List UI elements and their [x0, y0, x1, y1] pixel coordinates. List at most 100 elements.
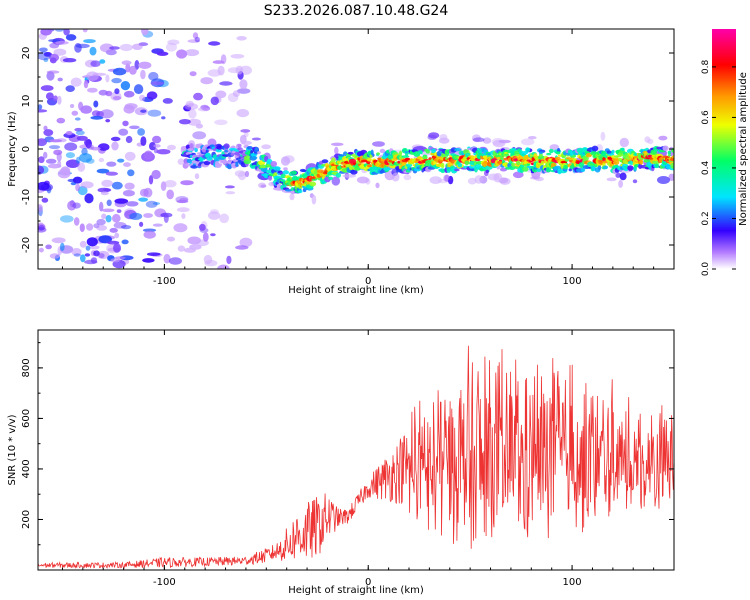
spectrogram-noise-blob — [85, 245, 91, 251]
spectrogram-noise-blob — [214, 119, 228, 126]
spectrogram-noise-blob — [47, 163, 62, 169]
spectrogram-ridge-cell — [639, 159, 644, 165]
spectrogram-noise-blob — [38, 104, 43, 110]
spectrogram-noise-blob — [227, 67, 241, 74]
spectrogram-ridge-cell — [273, 172, 278, 177]
spectrogram-ridge-cell — [243, 155, 252, 161]
colorbar-tick-label: 0.2 — [701, 211, 711, 225]
spectrogram-noise-blob — [110, 136, 121, 142]
spectrogram-ridge-cell — [606, 150, 612, 154]
spectrogram-noise-blob — [57, 168, 71, 179]
spectrogram-noise-blob — [176, 49, 188, 59]
spectrogram-ridge-cell — [563, 165, 569, 170]
spectrogram-noise-blob — [105, 119, 111, 123]
spectrogram-noise-blob — [97, 143, 110, 151]
spectrogram-noise-blob — [194, 36, 200, 43]
spectrogram-noise-blob — [217, 65, 225, 76]
spectrogram-ridge-cell — [221, 160, 229, 164]
spectrogram-noise-blob — [117, 158, 125, 163]
spectrogram-noise-blob — [86, 237, 98, 247]
spectrogram-noise-blob — [219, 81, 233, 86]
spectrogram-noise-blob — [498, 139, 511, 144]
spectrogram-ridge-cell — [350, 169, 358, 175]
spectrogram-ridge-cell — [297, 189, 303, 194]
spectrogram-noise-blob — [114, 198, 129, 204]
spectrogram-ridge-cell — [454, 168, 460, 172]
spectrogram-ridge-cell — [588, 163, 595, 166]
spectrogram-y-tick-label: 20 — [21, 47, 32, 60]
spectrogram-noise-blob — [210, 209, 219, 215]
spectrogram-noise-blob — [534, 176, 544, 182]
spectrogram-noise-blob — [197, 107, 210, 112]
spectrogram-noise-blob — [132, 43, 143, 50]
spectrogram-noise-blob — [89, 245, 100, 250]
spectrogram-ridge-cell — [254, 146, 259, 153]
spectrogram-noise-blob — [80, 181, 94, 189]
snr-axes: -100 0 100 200 400 600 800 — [21, 330, 675, 588]
spectrogram-ridge-cell — [231, 145, 236, 149]
spectrogram-noise-blob — [189, 244, 202, 250]
spectrogram-noise-blob — [620, 169, 631, 174]
spectrogram-noise-blob — [236, 36, 247, 41]
spectrogram-noise-blob — [93, 250, 100, 257]
spectrogram-ridge-cell — [575, 163, 580, 167]
spectrogram-noise-blob — [139, 221, 144, 227]
spectrogram-noise-blob — [110, 91, 122, 101]
spectrogram-noise-blob — [139, 94, 146, 102]
spectrogram-noise-blob — [120, 81, 131, 91]
spectrogram-noise-blob — [146, 252, 161, 256]
spectrogram-noise-blob — [72, 202, 81, 209]
spectrogram-ridge-cell — [397, 160, 401, 164]
snr-series-line — [38, 345, 674, 569]
spectrogram-noise-blob — [149, 142, 156, 151]
spectrogram-noise-blob — [619, 137, 629, 148]
spectrogram-noise-blob — [105, 171, 119, 176]
spectrogram-noise-blob — [116, 209, 122, 214]
spectrogram-noise-blob — [122, 190, 135, 197]
spectrogram-ridge-cell — [301, 169, 307, 173]
spectrogram-ridge-cell — [379, 148, 386, 154]
spectrogram-noise-blob — [618, 179, 623, 188]
spectrogram-noise-blob — [80, 254, 86, 263]
spectrogram-ridge-cell — [194, 147, 198, 153]
spectrogram-noise-blob — [53, 48, 67, 56]
spectrogram-noise-blob — [208, 211, 221, 220]
spectrogram-noise-blob — [83, 39, 96, 44]
spectrogram-ridge-peak — [483, 160, 488, 164]
spectrogram-noise-blob — [90, 60, 101, 67]
spectrogram-noise-blob — [113, 243, 121, 253]
spectrogram-noise-blob — [261, 144, 271, 150]
spectrogram-ridge-cell — [187, 148, 194, 151]
spectrogram-ridge-cell — [335, 172, 341, 178]
spectrogram-noise-blob — [96, 168, 110, 174]
spectrogram-noise-blob — [156, 149, 171, 155]
spectrogram-noise-blob — [600, 131, 606, 141]
spectrogram-ridge-cell — [191, 152, 196, 156]
spectrogram-noise-blob — [54, 29, 65, 32]
spectrogram-noise-blob — [43, 57, 49, 63]
spectrogram-noise-blob — [74, 117, 81, 121]
colorbar-tick-label: 0.8 — [701, 59, 711, 74]
spectrogram-noise-blob — [63, 29, 70, 36]
spectrogram-noise-blob — [549, 144, 560, 151]
spectrogram-noise-blob — [75, 130, 85, 136]
spectrogram-ridge-cell — [259, 165, 268, 169]
snr-x-tick-label: 0 — [365, 577, 371, 588]
spectrogram-ridge-cell — [667, 154, 671, 157]
spectrogram-noise-blob — [161, 116, 166, 120]
spectrogram-noise-blob — [56, 152, 62, 162]
spectrogram-noise-blob — [147, 109, 162, 117]
spectrogram-noise-blob — [499, 177, 511, 185]
spectrogram-ridge-cell — [464, 160, 470, 166]
spectrogram-noise-blob — [177, 245, 186, 252]
spectrogram-noise-blob — [258, 182, 266, 189]
spectrogram-noise-blob — [244, 170, 250, 178]
spectrogram-noise-blob — [119, 43, 133, 52]
spectrogram-noise-blob — [114, 232, 120, 239]
spectrogram-noise-blob — [142, 258, 155, 263]
spectrogram-noise-blob — [140, 109, 147, 113]
spectrogram-noise-blob — [51, 237, 66, 244]
spectrogram-noise-blob — [60, 242, 65, 252]
spectrogram-noise-blob — [71, 110, 79, 116]
spectrogram-noise-blob — [70, 77, 82, 87]
